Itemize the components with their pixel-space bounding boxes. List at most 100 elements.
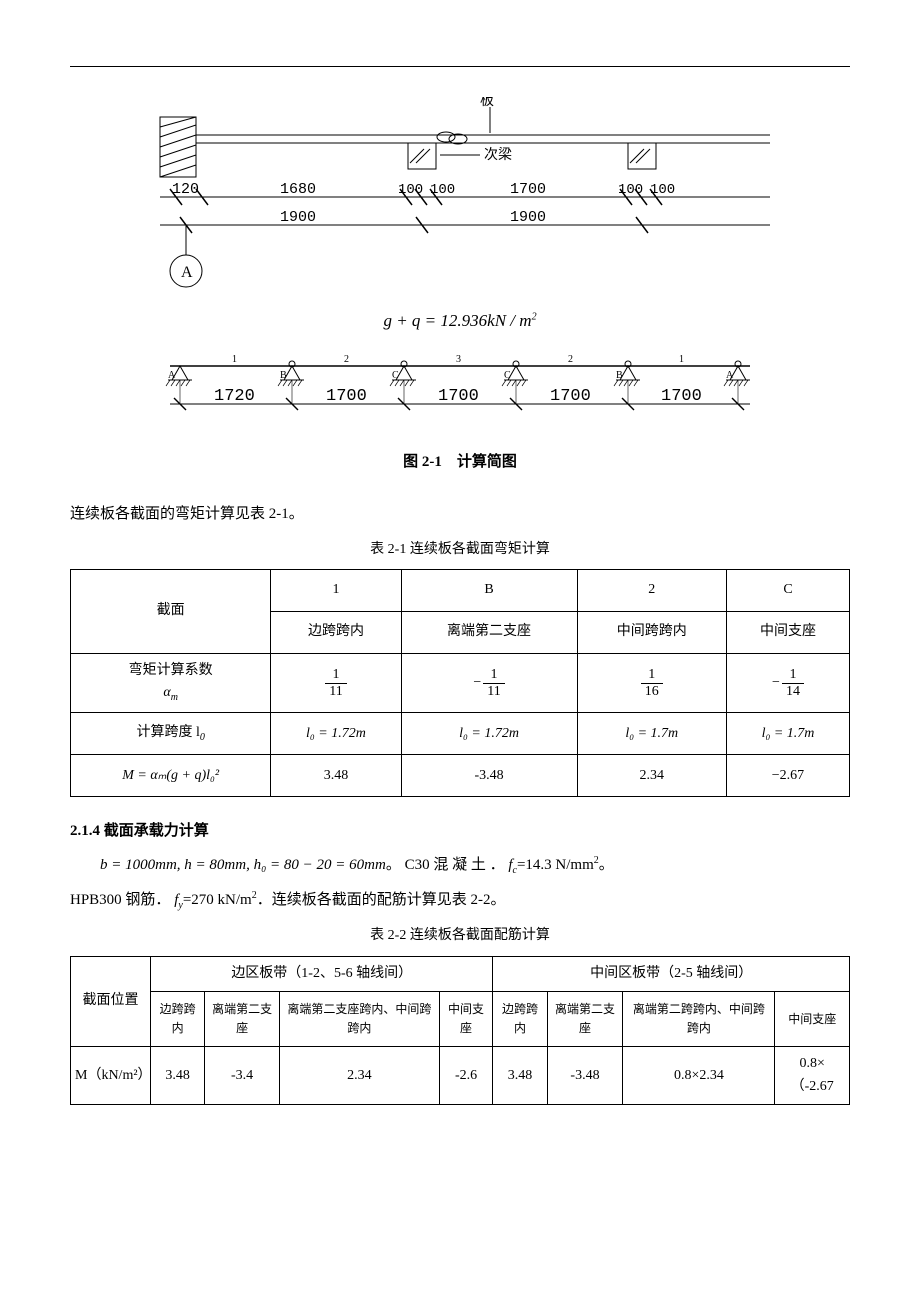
hpb300: HPB300 钢筋． — [70, 892, 170, 908]
t1-sh1: 边跨跨内 — [271, 612, 401, 654]
svg-text:2: 2 — [568, 354, 573, 365]
table-reinforcement: 截面位置 边区板带（1-2、5-6 轴线间） 中间区板带（2-5 轴线间） 边跨… — [70, 956, 850, 1106]
svg-text:B: B — [616, 370, 623, 381]
t1-r1-l1: 弯矩计算系数 — [129, 663, 213, 678]
t2-col-6: 离端第二跨跨内、中间跨跨内 — [623, 992, 775, 1047]
t1-r1-l2: α — [163, 685, 170, 700]
t2-col-4: 边跨跨内 — [493, 992, 547, 1047]
svg-text:B: B — [280, 370, 287, 381]
axis-a-label: A — [181, 264, 193, 281]
d200d: 100 — [650, 182, 675, 198]
table1-caption: 表 2-1 连续板各截面弯矩计算 — [70, 539, 850, 561]
t2-m-0: 3.48 — [151, 1047, 205, 1105]
t1-r3-c3: 2.34 — [577, 755, 726, 797]
t2-col-3: 中间支座 — [439, 992, 493, 1047]
header-rule — [70, 66, 850, 67]
fc-val: =14.3 N/mm — [517, 857, 594, 873]
diagram1-svg: 板 次梁 120 1680 100 100 1700 100 100 1900 … — [140, 97, 780, 297]
beam-label: 次梁 — [484, 147, 512, 163]
t1-h-section: 截面 — [71, 570, 271, 654]
d200c: 100 — [618, 182, 643, 198]
para-rebar: HPB300 钢筋． fy=270 kN/m2．连续板各截面的配筋计算见表 2-… — [70, 886, 850, 915]
load-equation: g + q = 12.936kN / m2 — [70, 307, 850, 334]
t1-r1-c4: −114 — [726, 654, 849, 713]
section-2-1-4: 2.1.4 截面承载力计算 — [70, 819, 850, 843]
t1-r2-c2: l₀ = 1.72m — [401, 713, 577, 755]
t2-m-3: -2.6 — [439, 1047, 493, 1105]
t1-row-l0: 计算跨度 l0 l₀ = 1.72m l₀ = 1.72m l₀ = 1.7m … — [71, 713, 850, 755]
diagram2-svg: [40,150,260,370,480,590] ABCCBA123211720… — [140, 344, 780, 434]
plate-label: 板 — [480, 97, 494, 109]
svg-text:1: 1 — [679, 354, 684, 365]
svg-text:1720: 1720 — [214, 387, 255, 406]
eq-text: g + q = 12.936kN / m — [383, 311, 531, 330]
t2-g2: 中间区板带（2-5 轴线间） — [493, 956, 850, 991]
svg-text:C: C — [504, 370, 511, 381]
t2-m-label: M（kN/m²） — [71, 1047, 151, 1105]
t1-sh3: 中间跨跨内 — [577, 612, 726, 654]
d200a: 100 — [398, 182, 423, 198]
d120: 120 — [172, 181, 199, 198]
t1-r1-c2: −111 — [401, 654, 577, 713]
t1-h2: B — [401, 570, 577, 612]
t1-r1-sub: m — [171, 692, 178, 703]
t1-r2-c3: l₀ = 1.7m — [577, 713, 726, 755]
t1-r3-c1: 3.48 — [271, 755, 401, 797]
t1-r3-c2: -3.48 — [401, 755, 577, 797]
para-material: b = 1000mm, h = 80mm, h₀ = 80 − 20 = 60m… — [70, 851, 850, 880]
t1-r2-label: 计算跨度 l0 — [71, 713, 271, 755]
d200b: 100 — [430, 182, 455, 198]
t1-row-M: M = αₘ(g + q)l₀² 3.48 -3.48 2.34 −2.67 — [71, 755, 850, 797]
t1-r3-c4: −2.67 — [726, 755, 849, 797]
eq-b-h: b = 1000mm, h = 80mm, h₀ = 80 − 20 = 60m… — [100, 857, 386, 873]
d1900a: 1900 — [280, 209, 316, 226]
t2-col-2: 离端第二支座跨内、中间跨跨内 — [280, 992, 440, 1047]
para3-tail: ．连续板各截面的配筋计算见表 2-2。 — [257, 892, 506, 908]
t2-m-2: 2.34 — [280, 1047, 440, 1105]
d1680: 1680 — [280, 181, 316, 198]
t1-r3-label: M = αₘ(g + q)l₀² — [71, 755, 271, 797]
t2-m-5: -3.48 — [547, 1047, 623, 1105]
svg-text:C: C — [392, 370, 399, 381]
t1-h3: 2 — [577, 570, 726, 612]
t1-r2-c1: l₀ = 1.72m — [271, 713, 401, 755]
svg-text:1700: 1700 — [550, 387, 591, 406]
svg-text:3: 3 — [456, 354, 461, 365]
t2-m-1: -3.4 — [205, 1047, 280, 1105]
svg-text:1700: 1700 — [661, 387, 702, 406]
t2-col-0: 边跨跨内 — [151, 992, 205, 1047]
svg-text:1700: 1700 — [438, 387, 479, 406]
eq-sup: 2 — [532, 311, 537, 322]
t2-m-4: 3.48 — [493, 1047, 547, 1105]
t2-rowlabel: 截面位置 — [71, 956, 151, 1047]
d1700: 1700 — [510, 181, 546, 198]
t1-row-alpha: 弯矩计算系数 αm 111 −111 116 −114 — [71, 654, 850, 713]
d1900b: 1900 — [510, 209, 546, 226]
t1-r1-c1: 111 — [271, 654, 401, 713]
t1-r1-c3: 116 — [577, 654, 726, 713]
t1-h4: C — [726, 570, 849, 612]
t1-r2-c4: l₀ = 1.7m — [726, 713, 849, 755]
table-moment-calc: 截面 1 B 2 C 边跨跨内 离端第二支座 中间跨跨内 中间支座 弯矩计算系数… — [70, 569, 850, 797]
t2-m-7: 0.8×（-2.67 — [775, 1047, 850, 1105]
svg-text:1: 1 — [232, 354, 237, 365]
table2-caption: 表 2-2 连续板各截面配筋计算 — [70, 925, 850, 947]
t2-col-1: 离端第二支座 — [205, 992, 280, 1047]
svg-text:2: 2 — [344, 354, 349, 365]
diagram-cross-section: 板 次梁 120 1680 100 100 1700 100 100 1900 … — [70, 97, 850, 297]
t1-sh2: 离端第二支座 — [401, 612, 577, 654]
t1-r1-label: 弯矩计算系数 αm — [71, 654, 271, 713]
svg-text:A: A — [726, 370, 734, 381]
t2-g1: 边区板带（1-2、5-6 轴线间） — [151, 956, 493, 991]
t1-h1: 1 — [271, 570, 401, 612]
t2-m-6: 0.8×2.34 — [623, 1047, 775, 1105]
para-intro-table1: 连续板各截面的弯矩计算见表 2-1。 — [70, 500, 850, 529]
figure-caption: 图 2-1 计算简图 — [70, 450, 850, 474]
t1-sh4: 中间支座 — [726, 612, 849, 654]
svg-text:A: A — [168, 370, 176, 381]
svg-text:1700: 1700 — [326, 387, 367, 406]
txt-c30: 。 C30 混 凝 土 ． — [386, 857, 505, 873]
t2-col-5: 离端第二支座 — [547, 992, 623, 1047]
fy-val: =270 kN/m — [183, 892, 252, 908]
diagram-beam-model: [40,150,260,370,480,590] ABCCBA123211720… — [70, 344, 850, 434]
